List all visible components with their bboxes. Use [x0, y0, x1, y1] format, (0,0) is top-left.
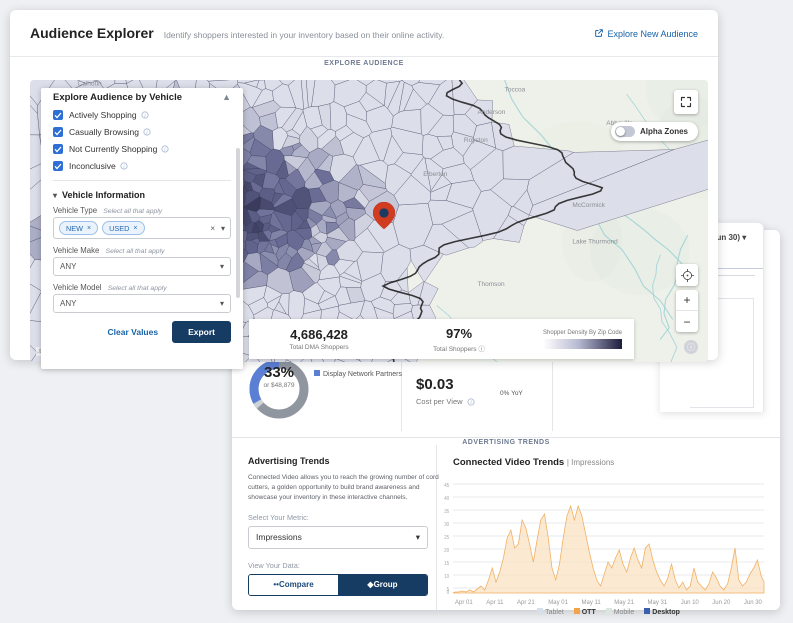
svg-text:35: 35 — [444, 509, 449, 515]
svg-text:40: 40 — [444, 496, 449, 502]
svg-text:Anderson: Anderson — [478, 109, 506, 116]
svg-text:Royston: Royston — [464, 137, 488, 144]
svg-text:Toccoa: Toccoa — [505, 86, 526, 93]
svg-text:25: 25 — [444, 535, 449, 541]
svg-text:Elberton: Elberton — [423, 171, 448, 178]
svg-text:Calhoun: Calhoun — [78, 81, 103, 88]
svg-text:20: 20 — [444, 548, 449, 554]
svg-text:45: 45 — [444, 483, 449, 489]
svg-text:10: 10 — [444, 574, 449, 580]
svg-text:30: 30 — [444, 522, 449, 528]
svg-text:15: 15 — [444, 561, 449, 567]
svg-text:0: 0 — [447, 590, 450, 596]
svg-text:Lake Thurmond: Lake Thurmond — [572, 239, 618, 246]
svg-text:Thomson: Thomson — [478, 281, 505, 288]
svg-text:McCormick: McCormick — [572, 202, 605, 209]
